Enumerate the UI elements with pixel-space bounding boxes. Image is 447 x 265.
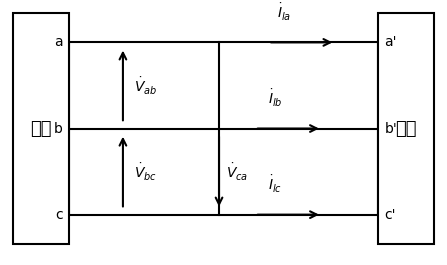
Text: b: b (54, 122, 63, 135)
Text: 電源: 電源 (30, 120, 52, 138)
Text: 負荷: 負荷 (395, 120, 417, 138)
Text: $\dot{I}_{lc}$: $\dot{I}_{lc}$ (268, 174, 283, 195)
Bar (13, 13, 69, 244)
Text: $\dot{I}_{lb}$: $\dot{I}_{lb}$ (268, 87, 283, 109)
Text: c: c (55, 208, 63, 222)
Bar (378, 13, 434, 244)
Text: $\dot{V}_{ab}$: $\dot{V}_{ab}$ (134, 76, 157, 97)
Text: b': b' (384, 122, 397, 135)
Text: a: a (54, 36, 63, 49)
Text: $\dot{I}_{la}$: $\dot{I}_{la}$ (277, 1, 291, 23)
Text: c': c' (384, 208, 396, 222)
Text: a': a' (384, 36, 397, 49)
Text: $\dot{V}_{bc}$: $\dot{V}_{bc}$ (134, 162, 157, 183)
Text: $\dot{V}_{ca}$: $\dot{V}_{ca}$ (226, 162, 248, 183)
